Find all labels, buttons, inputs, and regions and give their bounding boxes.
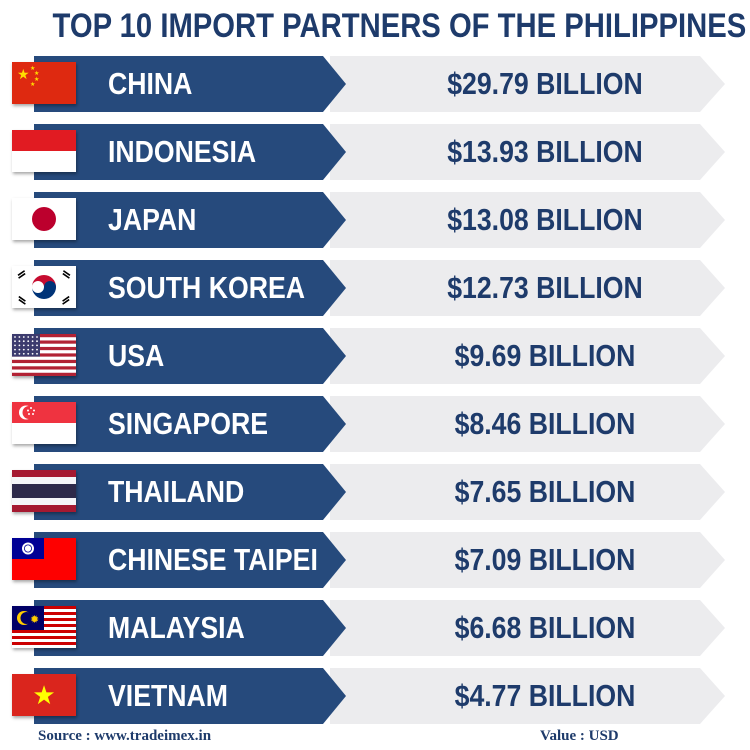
indonesia-flag-icon — [12, 130, 76, 172]
country-ribbon — [34, 192, 346, 248]
chart-row: CHINESE TAIPEI $7.09 BILLION — [0, 532, 750, 588]
value-band — [330, 668, 725, 724]
country-ribbon — [34, 260, 346, 316]
country-label: JAPAN — [108, 202, 197, 237]
south-korea-flag-icon — [12, 266, 76, 308]
value-band — [330, 328, 725, 384]
country-ribbon — [34, 328, 346, 384]
japan-flag-icon — [12, 198, 76, 240]
value-label: $8.46 BILLION — [454, 406, 636, 441]
singapore-flag-icon — [12, 402, 76, 444]
svg-text:★: ★ — [30, 81, 35, 88]
value-band — [330, 56, 725, 112]
chart-row: SINGAPORE $8.46 BILLION — [0, 396, 750, 452]
vietnam-flag-icon: ★ — [12, 674, 76, 716]
country-ribbon — [34, 396, 346, 452]
svg-text:★: ★ — [34, 76, 39, 83]
country-ribbon — [34, 464, 346, 520]
chart-row: ✹ MALAYSIA $6.68 BILLION — [0, 600, 750, 656]
country-label: SOUTH KOREA — [108, 270, 306, 305]
svg-text:★: ★ — [17, 67, 30, 83]
chart-row: ★ ★ ★ ★ ★ CHINA $29.79 BILLION — [0, 56, 750, 112]
country-label: MALAYSIA — [108, 610, 245, 645]
country-label: SINGAPORE — [108, 406, 268, 441]
chart-row: JAPAN $13.08 BILLION — [0, 192, 750, 248]
unit-note: Value : USD — [540, 728, 619, 744]
usa-flag-icon — [12, 334, 76, 376]
svg-text:★: ★ — [34, 70, 39, 77]
chart-row: ★ VIETNAM $4.77 BILLION — [0, 668, 750, 724]
country-label: USA — [108, 338, 165, 373]
value-label: $29.79 BILLION — [447, 66, 643, 101]
chart-row: USA $9.69 BILLION — [0, 328, 750, 384]
country-ribbon — [34, 124, 346, 180]
malaysia-flag-icon: ✹ — [12, 606, 76, 648]
value-label: $7.09 BILLION — [454, 542, 636, 577]
value-label: $9.69 BILLION — [454, 338, 636, 373]
value-label: $12.73 BILLION — [447, 270, 643, 305]
value-band — [330, 192, 725, 248]
china-flag-icon: ★ ★ ★ ★ ★ — [12, 62, 76, 104]
svg-text:★: ★ — [32, 681, 55, 711]
value-band — [330, 532, 725, 588]
chinese-taipei-flag-icon — [12, 538, 76, 580]
value-label: $13.08 BILLION — [447, 202, 643, 237]
country-ribbon — [34, 668, 346, 724]
value-band — [330, 464, 725, 520]
country-ribbon — [34, 600, 346, 656]
country-label: VIETNAM — [108, 678, 228, 713]
chart-row: SOUTH KOREA $12.73 BILLION — [0, 260, 750, 316]
value-label: $4.77 BILLION — [454, 678, 636, 713]
value-label: $13.93 BILLION — [447, 134, 643, 169]
country-label: THAILAND — [108, 474, 245, 509]
source-note: Source : www.tradeimex.in — [38, 728, 212, 744]
country-label: INDONESIA — [108, 134, 257, 169]
svg-text:✹: ✹ — [30, 613, 39, 626]
country-label: CHINA — [108, 66, 193, 101]
value-label: $7.65 BILLION — [454, 474, 636, 509]
value-band — [330, 260, 725, 316]
value-band — [330, 396, 725, 452]
value-label: $6.68 BILLION — [454, 610, 636, 645]
country-ribbon — [34, 56, 346, 112]
thailand-flag-icon — [12, 470, 76, 512]
chart-row: THAILAND $7.65 BILLION — [0, 464, 750, 520]
svg-text:★: ★ — [30, 65, 35, 72]
value-band — [330, 600, 725, 656]
country-ribbon — [34, 532, 346, 588]
value-band — [330, 124, 725, 180]
country-label: CHINESE TAIPEI — [108, 542, 318, 577]
chart-title: TOP 10 IMPORT PARTNERS OF THE PHILIPPINE… — [52, 7, 747, 45]
chart-row: INDONESIA $13.93 BILLION — [0, 124, 750, 180]
